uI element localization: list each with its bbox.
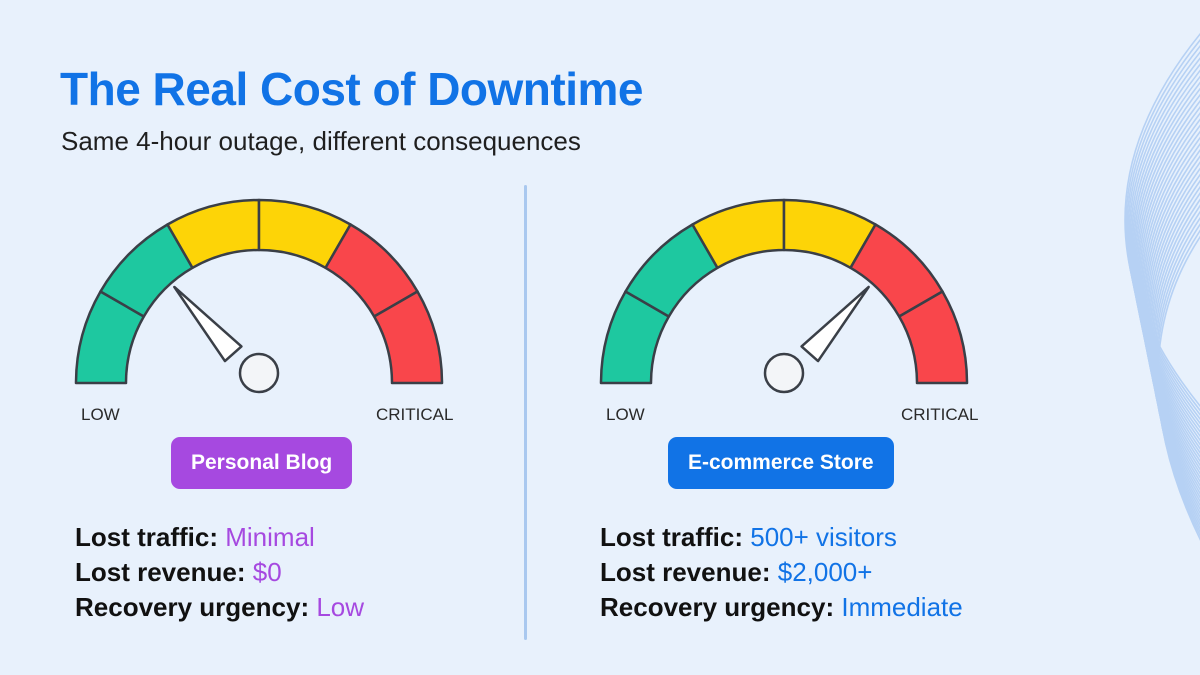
gauge-needle — [173, 285, 243, 363]
gauge-needle — [800, 285, 870, 363]
stats-list: Lost traffic: 500+ visitors Lost revenue… — [600, 520, 963, 625]
site-type-badge: Personal Blog — [171, 437, 353, 489]
panel-ecommerce-store: LOW CRITICAL E-commerce Store Lost traff… — [525, 185, 1025, 645]
page-title: The Real Cost of Downtime — [60, 63, 643, 115]
severity-gauge — [599, 198, 969, 394]
panel-divider — [524, 185, 527, 640]
stat-recovery-urgency: Recovery urgency: Immediate — [600, 592, 963, 622]
gauge-pivot — [763, 352, 805, 394]
stat-recovery-urgency: Recovery urgency: Low — [75, 592, 365, 622]
stat-lost-traffic: Lost traffic: 500+ visitors — [600, 522, 897, 552]
stats-list: Lost traffic: Minimal Lost revenue: $0 R… — [75, 520, 364, 625]
scale-label-low: LOW — [81, 405, 120, 424]
panel-personal-blog: LOW CRITICAL Personal Blog Lost traffic:… — [0, 185, 500, 645]
gauge-segment-red — [372, 290, 444, 385]
scale-label-critical: CRITICAL — [901, 405, 979, 424]
stat-lost-traffic: Lost traffic: Minimal — [75, 522, 315, 552]
page-subtitle: Same 4-hour outage, different consequenc… — [61, 126, 581, 156]
site-type-badge: E-commerce Store — [668, 437, 894, 489]
severity-gauge — [74, 198, 444, 394]
stat-lost-revenue: Lost revenue: $2,000+ — [600, 557, 873, 587]
scale-label-critical: CRITICAL — [376, 405, 454, 424]
scale-label-low: LOW — [606, 405, 645, 424]
gauge-pivot — [238, 352, 280, 394]
gauge-segment-red — [897, 290, 969, 385]
stat-lost-revenue: Lost revenue: $0 — [75, 557, 282, 587]
